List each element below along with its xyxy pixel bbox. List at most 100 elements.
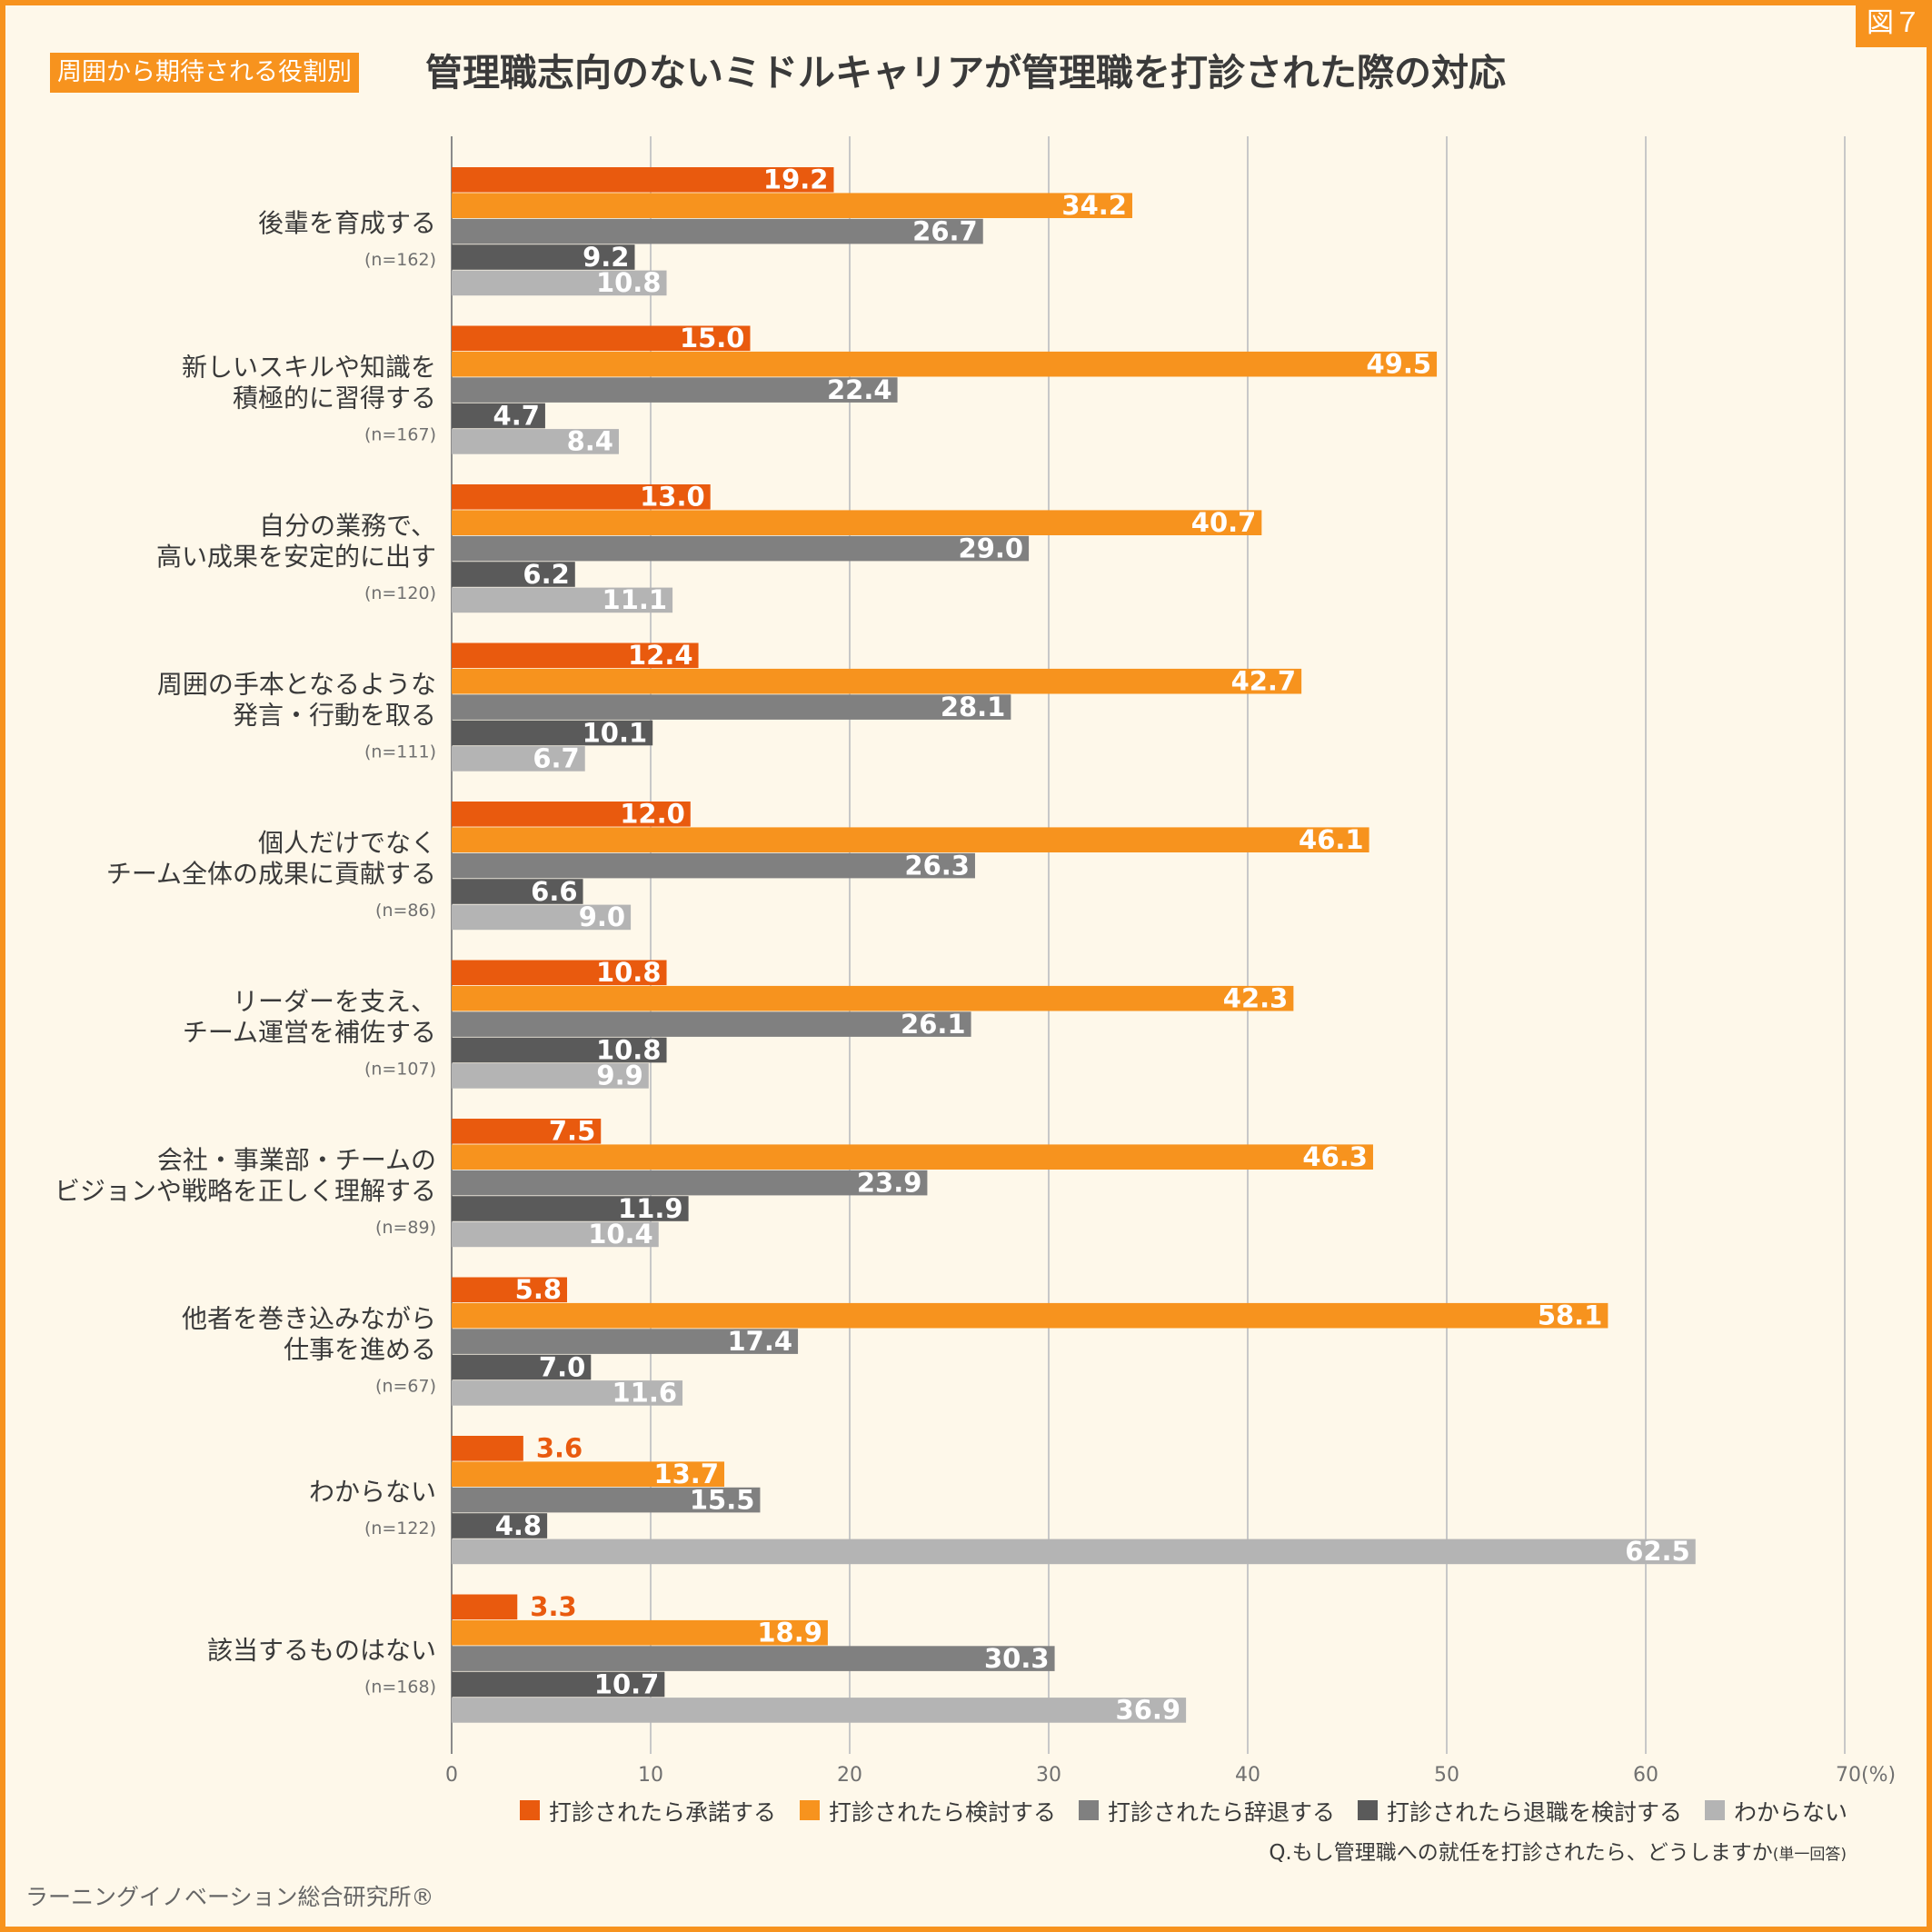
bar-value-label: 18.9 (757, 1618, 822, 1648)
category-n-label: (n=111) (364, 742, 436, 762)
x-tick-label: 0 (445, 1764, 458, 1787)
category-label: 他者を巻き込みながら (182, 1304, 436, 1334)
category-label: わからない (309, 1477, 436, 1507)
bar-value-label: 12.0 (620, 799, 685, 830)
bar (452, 694, 1011, 720)
bar-value-label: 4.8 (495, 1510, 542, 1541)
bar (452, 510, 1262, 535)
bar-value-label: 42.7 (1231, 666, 1297, 697)
bar (452, 985, 1294, 1011)
bar-value-label: 10.8 (596, 1034, 662, 1065)
category-label: チーム全体の成果に貢献する (106, 859, 436, 889)
bar-value-label: 58.1 (1538, 1300, 1603, 1331)
bar-value-label: 11.6 (612, 1378, 677, 1409)
bar (452, 879, 583, 904)
bar-value-label: 49.5 (1366, 349, 1431, 380)
question-note: (単一回答) (1773, 1846, 1847, 1864)
legend-label: 打診されたら辞退する (1108, 1799, 1335, 1826)
bar (452, 960, 667, 986)
x-tick-label: 30 (1036, 1764, 1061, 1787)
legend-swatch (1079, 1800, 1099, 1820)
bar (452, 1170, 928, 1196)
bar-value-label: 4.7 (493, 400, 540, 431)
category-tag: 周囲から期待される役割別 (50, 53, 359, 93)
bar (452, 403, 545, 429)
category-n-label: (n=107) (364, 1060, 436, 1080)
question-main: Q.もし管理職への就任を打診されたら、どうしますか (1269, 1841, 1772, 1865)
bar-value-label: 28.1 (941, 692, 1006, 722)
source-credit: ラーニングイノベーション総合研究所® (25, 1884, 434, 1910)
bar-value-label: 3.6 (536, 1433, 583, 1464)
bar (452, 1329, 799, 1354)
category-label: 発言・行動を取る (233, 701, 436, 731)
bar-value-label: 6.6 (531, 876, 577, 907)
bar-value-label: 10.8 (596, 957, 662, 988)
legend-label: わからない (1734, 1799, 1847, 1826)
category-n-label: (n=168) (364, 1678, 436, 1698)
bar (452, 1671, 665, 1698)
bar (452, 1302, 1608, 1329)
category-label: 新しいスキルや知識を (182, 353, 436, 383)
question-text: Q.もし管理職への就任を打診されたら、どうしますか(単一回答) (1269, 1841, 1847, 1865)
bar-value-label: 7.0 (539, 1351, 585, 1382)
bar-value-label: 13.0 (640, 482, 705, 513)
bar (452, 1698, 1187, 1723)
legend-label: 打診されたら検討する (829, 1799, 1056, 1826)
bar (452, 852, 975, 879)
bar (452, 325, 751, 352)
bar (452, 668, 1302, 694)
bar-value-label: 8.4 (567, 426, 613, 457)
bar (452, 1063, 649, 1089)
bar-value-label: 29.0 (959, 533, 1024, 563)
bar-value-label: 46.3 (1302, 1141, 1368, 1172)
bar-value-label: 26.3 (904, 850, 970, 881)
category-label: 高い成果を安定的に出す (156, 542, 436, 572)
legend-swatch (1705, 1800, 1725, 1820)
bar (452, 377, 898, 403)
bar (452, 587, 673, 613)
bar-value-label: 62.5 (1625, 1536, 1690, 1567)
bar (452, 1461, 725, 1487)
category-label: 該当するものはない (207, 1636, 436, 1666)
category-label: チーム運営を補佐する (183, 1018, 436, 1048)
bar (452, 746, 585, 772)
bar-value-label: 11.9 (618, 1193, 683, 1224)
category-n-label: (n=86) (375, 901, 436, 921)
category-n-label: (n=89) (375, 1218, 436, 1238)
category-label: 積極的に習得する (233, 383, 436, 413)
category-n-label: (n=162) (364, 250, 436, 270)
bar (452, 1354, 592, 1380)
bar (452, 1646, 1055, 1671)
bar-value-label: 3.3 (530, 1591, 576, 1622)
bar-value-label: 17.4 (727, 1326, 792, 1357)
bar (452, 1119, 602, 1144)
bar (452, 193, 1132, 218)
bar (452, 1277, 568, 1303)
bar-value-label: 9.2 (583, 242, 629, 273)
category-label: リーダーを支え、 (233, 987, 436, 1017)
bar (452, 429, 619, 454)
legend-swatch (800, 1800, 820, 1820)
category-n-label: (n=167) (364, 425, 436, 445)
chart-title: 管理職志向のないミドルキャリアが管理職を打診された際の対応 (425, 51, 1506, 95)
bar (452, 167, 834, 193)
bar-value-label: 12.4 (628, 640, 693, 671)
bar-value-label: 9.0 (579, 901, 625, 932)
bar-value-label: 23.9 (857, 1167, 922, 1198)
bar-value-label: 36.9 (1116, 1695, 1181, 1726)
bar (452, 1144, 1373, 1170)
bar-value-label: 34.2 (1061, 190, 1127, 221)
bar (452, 1011, 971, 1037)
figure-number-badge: 図７ (1856, 0, 1932, 47)
bar-value-label: 46.1 (1299, 824, 1364, 855)
bar (452, 1037, 667, 1063)
bar (452, 484, 711, 510)
bar (452, 1539, 1696, 1565)
legend-swatch (520, 1800, 540, 1820)
category-label: ビジョンや戦略を正しく理解する (55, 1176, 436, 1206)
legend-swatch (1358, 1800, 1378, 1820)
bar-value-label: 30.3 (984, 1643, 1050, 1674)
category-label: 会社・事業部・チームの (157, 1145, 436, 1175)
bar-value-label: 10.8 (596, 267, 662, 298)
bar (452, 802, 691, 827)
